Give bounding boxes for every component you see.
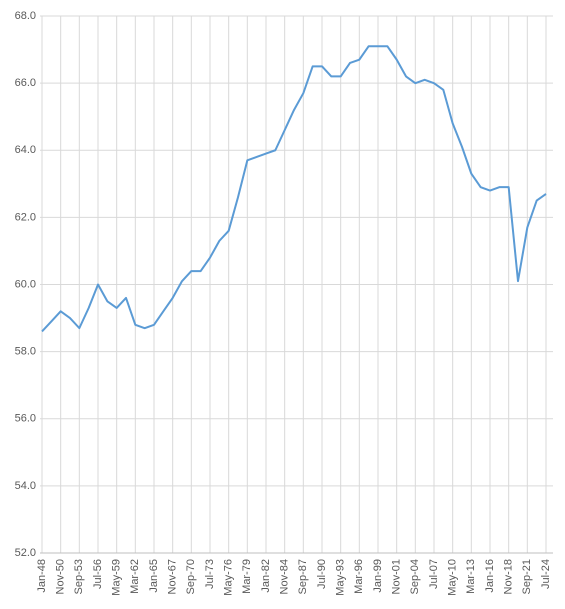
x-tick-label: Nov-84 <box>279 559 291 594</box>
x-tick-label: Sep-04 <box>409 559 421 594</box>
x-tick-label: Jan-82 <box>260 559 272 593</box>
y-tick-label: 52.0 <box>15 547 36 559</box>
x-tick-label: Sep-87 <box>297 559 309 594</box>
x-tick-label: Nov-50 <box>55 559 67 594</box>
x-tick-label: May-76 <box>223 559 235 596</box>
x-tick-label: Jan-16 <box>484 559 496 593</box>
x-tick-label: Jan-48 <box>36 559 48 593</box>
x-tick-label: May-93 <box>335 559 347 596</box>
y-tick-label: 60.0 <box>15 278 36 290</box>
x-tick-label: Mar-13 <box>465 559 477 594</box>
x-tick-label: Nov-01 <box>391 559 403 594</box>
x-tick-label: Jul-24 <box>540 559 552 589</box>
y-tick-label: 54.0 <box>15 480 36 492</box>
x-tick-label: Mar-79 <box>241 559 253 594</box>
x-tick-label: Sep-21 <box>521 559 533 594</box>
x-tick-label: Nov-67 <box>167 559 179 594</box>
data-line <box>41 45 547 333</box>
x-tick-label: Jan-99 <box>372 559 384 593</box>
x-tick-label: Jan-65 <box>148 559 160 593</box>
x-tick-label: Sep-70 <box>185 559 197 594</box>
y-tick-label: 58.0 <box>15 346 36 358</box>
y-tick-label: 68.0 <box>15 10 36 22</box>
x-tick-label: Jul-56 <box>92 559 104 589</box>
x-tick-label: Jul-90 <box>316 559 328 589</box>
x-tick-label: May-10 <box>447 559 459 596</box>
x-tick-label: Mar-62 <box>129 559 141 594</box>
x-tick-label: May-59 <box>111 559 123 596</box>
x-tick-label: Sep-53 <box>73 559 85 594</box>
y-tick-label: 66.0 <box>15 77 36 89</box>
x-tick-label: Jul-73 <box>204 559 216 589</box>
x-tick-label: Nov-18 <box>503 559 515 594</box>
y-tick-label: 56.0 <box>15 413 36 425</box>
x-tick-label: Jul-07 <box>428 559 440 589</box>
y-tick-label: 62.0 <box>15 211 36 223</box>
x-tick-label: Mar-96 <box>353 559 365 594</box>
y-tick-label: 64.0 <box>15 144 36 156</box>
